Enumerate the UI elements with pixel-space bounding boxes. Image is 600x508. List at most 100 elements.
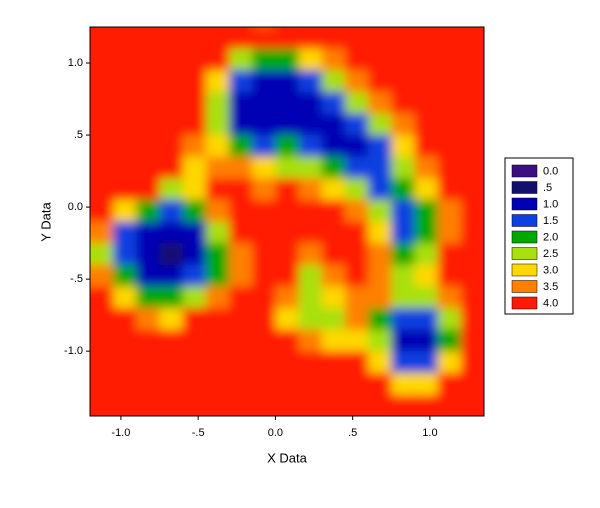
heatmap-cell: [391, 307, 415, 331]
heatmap-cell: [252, 178, 276, 201]
heatmap-cell: [252, 414, 276, 416]
heatmap-cell: [344, 70, 369, 93]
heatmap-cell: [391, 221, 415, 244]
heatmap-cell: [460, 113, 484, 136]
heatmap-cell: [321, 70, 346, 93]
heatmap-cell: [437, 351, 462, 374]
heatmap-cell: [136, 307, 161, 331]
heatmap-cell: [205, 329, 230, 352]
heatmap-cell: [159, 264, 184, 287]
heatmap-cell: [252, 113, 276, 136]
heatmap-cell: [275, 307, 300, 331]
heatmap-cell: [460, 329, 484, 352]
y-tick-label: 0.0: [68, 201, 83, 213]
heatmap-cell: [159, 307, 184, 331]
heatmap-cell: [252, 91, 276, 114]
legend-swatch: [511, 263, 538, 277]
heatmap-cell: [136, 113, 161, 136]
heatmap-cell: [90, 264, 114, 287]
heatmap-cell: [298, 156, 323, 179]
heatmap-cell: [344, 286, 369, 309]
heatmap-cell: [414, 199, 439, 222]
heatmap-cell: [298, 135, 323, 158]
heatmap-cell: [298, 264, 323, 287]
heatmap-cell: [229, 199, 253, 222]
heatmap-cell: [229, 351, 253, 374]
heatmap-cell: [205, 286, 230, 309]
heatmap-cell: [368, 372, 392, 395]
heatmap-cell: [414, 307, 439, 331]
heatmap-cell: [159, 243, 184, 266]
heatmap-cell: [344, 48, 369, 71]
heatmap-cell: [437, 264, 462, 287]
heatmap-cell: [229, 243, 253, 266]
legend-swatch: [511, 181, 538, 194]
legend-label: .5: [543, 182, 552, 194]
heatmap-cell: [252, 372, 276, 395]
heatmap-cell: [391, 372, 415, 395]
heatmap-cell: [90, 135, 114, 158]
heatmap-cell: [229, 329, 253, 352]
heatmap: [90, 27, 484, 416]
heatmap-cell: [460, 243, 484, 266]
heatmap-cell: [90, 414, 114, 416]
x-tick-label: -.5: [192, 427, 205, 439]
heatmap-cell: [275, 243, 300, 266]
heatmap-cell: [275, 221, 300, 244]
heatmap-cell: [414, 414, 439, 416]
heatmap-cell: [252, 286, 276, 309]
heatmap-cell: [275, 135, 300, 158]
heatmap-cell: [414, 178, 439, 201]
heatmap-cell: [182, 199, 207, 222]
heatmap-cell: [298, 286, 323, 309]
heatmap-cell: [205, 48, 230, 71]
heatmap-cell: [298, 199, 323, 222]
heatmap-cell: [113, 351, 137, 374]
heatmap-cell: [90, 48, 114, 71]
heatmap-cell: [159, 221, 184, 244]
heatmap-cell: [321, 286, 346, 309]
heatmap-cell: [136, 91, 161, 114]
heatmap-cell: [252, 264, 276, 287]
heatmap-cell: [414, 113, 439, 136]
heatmap-cell: [252, 307, 276, 331]
heatmap-cell: [460, 286, 484, 309]
heatmap-cell: [159, 156, 184, 179]
heatmap-cell: [90, 286, 114, 309]
heatmap-cell: [205, 351, 230, 374]
heatmap-cell: [113, 329, 137, 352]
heatmap-cell: [205, 221, 230, 244]
heatmap-cell: [368, 113, 392, 136]
heatmap-cell: [437, 221, 462, 244]
heatmap-cell: [298, 70, 323, 93]
x-tick-label: 1.0: [422, 427, 437, 439]
heatmap-cell: [460, 199, 484, 222]
heatmap-cell: [298, 48, 323, 71]
heatmap-cell: [205, 307, 230, 331]
heatmap-cell: [113, 70, 137, 93]
legend-label: 1.0: [543, 198, 558, 210]
heatmap-cell: [414, 286, 439, 309]
x-tick-label: 0.0: [268, 427, 283, 439]
y-tick-label: -1.0: [64, 345, 83, 357]
heatmap-cell: [136, 27, 161, 30]
heatmap-cell: [321, 221, 346, 244]
heatmap-cell: [182, 372, 207, 395]
heatmap-cell: [368, 48, 392, 71]
heatmap-cell: [368, 264, 392, 287]
heatmap-cell: [391, 351, 415, 374]
heatmap-cell: [136, 135, 161, 158]
heatmap-cell: [391, 91, 415, 114]
legend-label: 0.0: [543, 165, 558, 177]
legend-label: 4.0: [543, 297, 558, 309]
legend-label: 3.0: [543, 264, 558, 276]
heatmap-cell: [321, 414, 346, 416]
heatmap-cell: [159, 27, 184, 30]
heatmap-cell: [252, 135, 276, 158]
heatmap-cell: [298, 27, 323, 30]
heatmap-cell: [229, 414, 253, 416]
heatmap-cell: [182, 135, 207, 158]
heatmap-cell: [159, 178, 184, 201]
heatmap-cell: [252, 70, 276, 93]
heatmap-cell: [229, 221, 253, 244]
